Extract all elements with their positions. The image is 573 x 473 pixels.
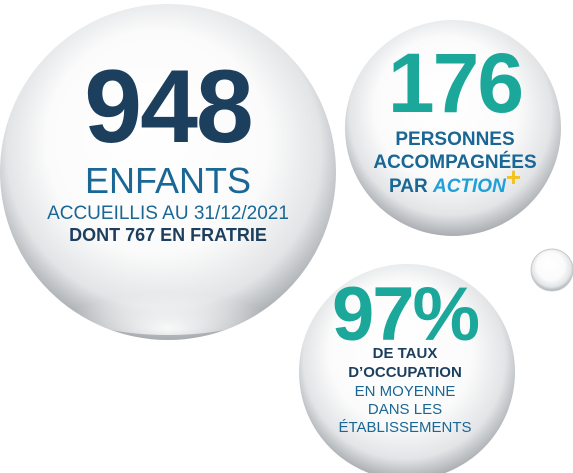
stat-line: ACCUEILLIS AU 31/12/2021 bbox=[47, 203, 289, 224]
brand-mark: + bbox=[506, 162, 521, 192]
sheen bbox=[58, 265, 278, 335]
stat-line: PAR bbox=[389, 176, 428, 197]
stat-line: DANS LES bbox=[368, 401, 442, 418]
stat-line: PERSONNES bbox=[395, 129, 514, 150]
stat-number: 176 bbox=[388, 36, 522, 130]
stat-number: 948 bbox=[84, 49, 252, 165]
small-bubble bbox=[531, 249, 573, 291]
stat-line: EN MOYENNE bbox=[355, 383, 456, 400]
stat-line: DONT 767 EN FRATRIE bbox=[69, 225, 267, 245]
stat-line: ÉTABLISSEMENTS bbox=[338, 419, 471, 436]
stat-line: DE TAUX bbox=[373, 345, 438, 362]
stat-line: D’OCCUPATION bbox=[348, 364, 462, 381]
infographic: 948 ENFANTS ACCUEILLIS AU 31/12/2021 DON… bbox=[0, 0, 573, 473]
stat-label: ENFANTS bbox=[85, 160, 251, 201]
brand: ACTION bbox=[432, 176, 507, 197]
